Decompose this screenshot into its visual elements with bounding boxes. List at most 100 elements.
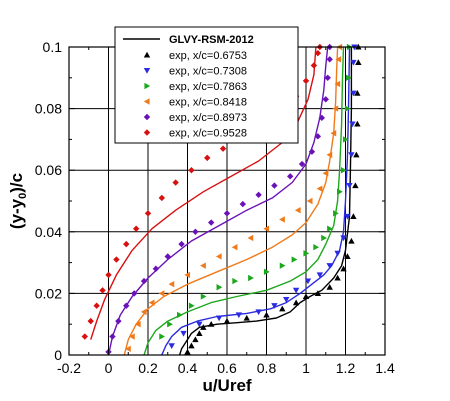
exp-marker-5: [144, 210, 152, 217]
y-axis-title-tail: )/c: [7, 173, 26, 193]
legend-entries: exp, x/c=0.6753 exp, x/c=0.7308 exp, x/c=0…: [143, 50, 247, 140]
exp-marker-3: [168, 280, 175, 288]
exp-marker-3: [247, 234, 254, 242]
exp-marker-1: [349, 121, 356, 128]
exp-marker-0: [348, 237, 355, 244]
y-tick-label: 0.04: [35, 224, 62, 240]
exp-marker-1: [346, 183, 353, 189]
exp-marker-2: [279, 262, 286, 269]
exp-marker-5: [81, 333, 88, 340]
x-tick-label: 1.2: [336, 360, 356, 376]
exp-marker-0: [334, 274, 341, 281]
exp-marker-4: [192, 228, 199, 235]
legend-entry-label-5: exp, x/c=0.9528: [169, 128, 247, 140]
exp-marker-1: [350, 90, 357, 97]
exp-marker-0: [352, 182, 359, 189]
exp-marker-5: [132, 225, 140, 232]
exp-marker-0: [354, 120, 361, 127]
exp-marker-5: [314, 49, 322, 57]
exp-marker-3: [334, 80, 341, 88]
exp-marker-0: [355, 59, 362, 65]
exp-marker-4: [326, 56, 333, 63]
exp-marker-4: [140, 277, 148, 285]
exp-marker-2: [333, 210, 339, 217]
exp-marker-3: [148, 299, 155, 306]
exp-marker-1: [316, 272, 324, 279]
exp-marker-0: [326, 284, 333, 290]
x-axis-title: u/Uref: [202, 376, 251, 395]
exp-marker-0: [188, 342, 195, 349]
legend-entry-label-4: exp, x/c=0.8973: [169, 112, 247, 124]
exp-marker-2: [248, 274, 254, 282]
legend-marker-0: [143, 51, 151, 58]
model-curve-4: [107, 46, 329, 356]
exp-marker-5: [310, 62, 318, 69]
model-curve-2: [143, 46, 345, 356]
exp-marker-3: [316, 185, 323, 192]
exp-marker-1: [304, 278, 312, 285]
exp-marker-3: [332, 105, 339, 112]
exp-marker-4: [324, 74, 331, 81]
exp-marker-1: [348, 152, 355, 158]
exp-marker-4: [123, 302, 130, 309]
exp-marker-1: [255, 309, 262, 316]
legend-marker-3: [143, 98, 150, 105]
exp-marker-5: [158, 194, 166, 202]
exp-marker-2: [345, 74, 352, 81]
exp-marker-1: [215, 315, 223, 322]
exp-marker-5: [87, 317, 94, 325]
exp-marker-3: [215, 253, 222, 260]
y-tick-label: 0.06: [35, 162, 62, 178]
x-tick-label: -0.2: [57, 360, 81, 376]
exp-marker-3: [200, 262, 206, 269]
exp-marker-4: [178, 240, 185, 248]
exp-marker-2: [200, 293, 207, 300]
exp-marker-0: [208, 321, 215, 327]
exp-marker-1: [283, 297, 290, 303]
exp-marker-4: [322, 96, 329, 103]
tick-labels: -0.2 0 0.2 0.4 0.6 0.8 1 1.2 1.400.020.040.060.0…: [35, 39, 395, 376]
exp-marker-4: [109, 333, 116, 340]
legend-marker-5: [143, 129, 151, 136]
legend-entry-label-2: exp, x/c=0.7863: [169, 81, 247, 93]
exp-marker-1: [340, 235, 347, 242]
exp-marker-3: [335, 56, 342, 63]
y-tick-label: 0: [54, 347, 62, 363]
exp-marker-1: [196, 321, 203, 328]
y-tick-label: 0.1: [43, 39, 63, 55]
exp-marker-3: [326, 151, 333, 158]
model-curve-1: [161, 46, 351, 356]
x-tick-label: 1: [302, 360, 310, 376]
exp-marker-4: [255, 191, 262, 199]
exp-marker-0: [292, 299, 300, 306]
exp-marker-5: [99, 287, 106, 294]
exp-marker-2: [216, 284, 223, 291]
exp-marker-4: [314, 133, 322, 140]
x-tick-label: 0.2: [138, 360, 158, 376]
exp-marker-1: [271, 303, 278, 309]
exp-marker-1: [326, 263, 333, 269]
exp-marker-0: [353, 151, 360, 158]
exp-marker-0: [340, 265, 347, 272]
exp-marker-2: [321, 234, 327, 242]
legend-model-label: GLVY-RSM-2012: [169, 34, 254, 46]
exp-marker-0: [223, 317, 231, 324]
legend-marker-4: [143, 113, 151, 121]
exp-marker-3: [184, 271, 191, 279]
exp-marker-5: [188, 167, 195, 174]
exp-marker-5: [302, 77, 310, 85]
exp-marker-5: [219, 145, 227, 152]
exp-marker-0: [344, 253, 351, 259]
exp-marker-0: [196, 330, 203, 336]
exp-marker-0: [263, 311, 270, 318]
y-axis-title: (y-y0)/c: [7, 173, 29, 229]
exp-marker-4: [152, 265, 160, 272]
exp-marker-2: [177, 311, 183, 319]
exp-marker-5: [123, 240, 130, 248]
exp-marker-2: [344, 105, 351, 112]
model-curve-5: [90, 46, 317, 340]
exp-marker-5: [204, 154, 211, 162]
legend-entry-label-0: exp, x/c=0.6753: [169, 50, 247, 62]
exp-marker-4: [223, 210, 231, 217]
